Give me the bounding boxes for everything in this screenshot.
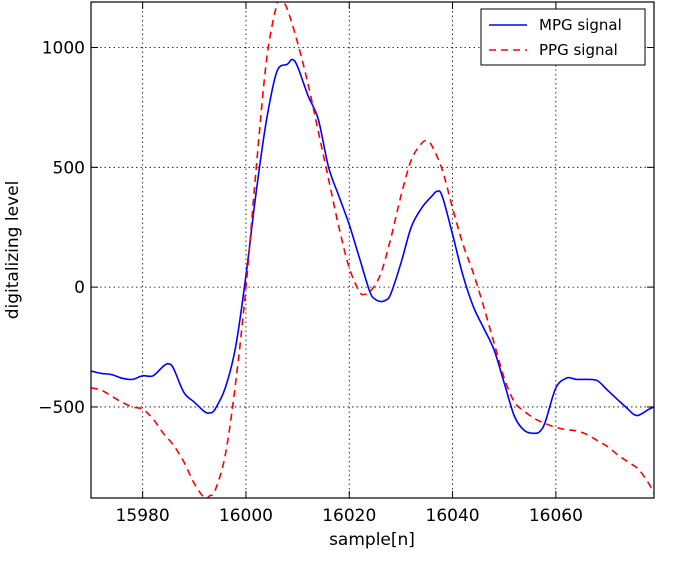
series-layer — [91, 2, 654, 498]
y-axis-label: digitalizing level — [3, 181, 23, 320]
y-tick-label: −500 — [38, 398, 85, 418]
ticks: 15980 16000 16020 16040 16060 −500 0 500 1000 — [38, 2, 654, 526]
series-line-2 — [91, 2, 654, 498]
x-tick-label: 16060 — [529, 506, 583, 526]
x-axis-label: sample[n] — [329, 530, 415, 550]
y-tick-label: 1000 — [42, 39, 85, 59]
legend: MPG signal PPG signal — [480, 8, 646, 66]
plot-frame — [90, 1, 655, 499]
x-tick-label: 16020 — [322, 506, 376, 526]
x-tick-label: 16040 — [426, 506, 480, 526]
legend-label: MPG signal — [539, 16, 622, 34]
series-line-1 — [91, 58, 654, 435]
x-tick-label: 15980 — [116, 506, 170, 526]
legend-box — [480, 8, 646, 66]
x-tick-label: 16000 — [219, 506, 273, 526]
y-tick-label: 0 — [74, 278, 85, 298]
y-tick-label: 500 — [53, 158, 85, 178]
legend-label: PPG signal — [539, 41, 618, 59]
